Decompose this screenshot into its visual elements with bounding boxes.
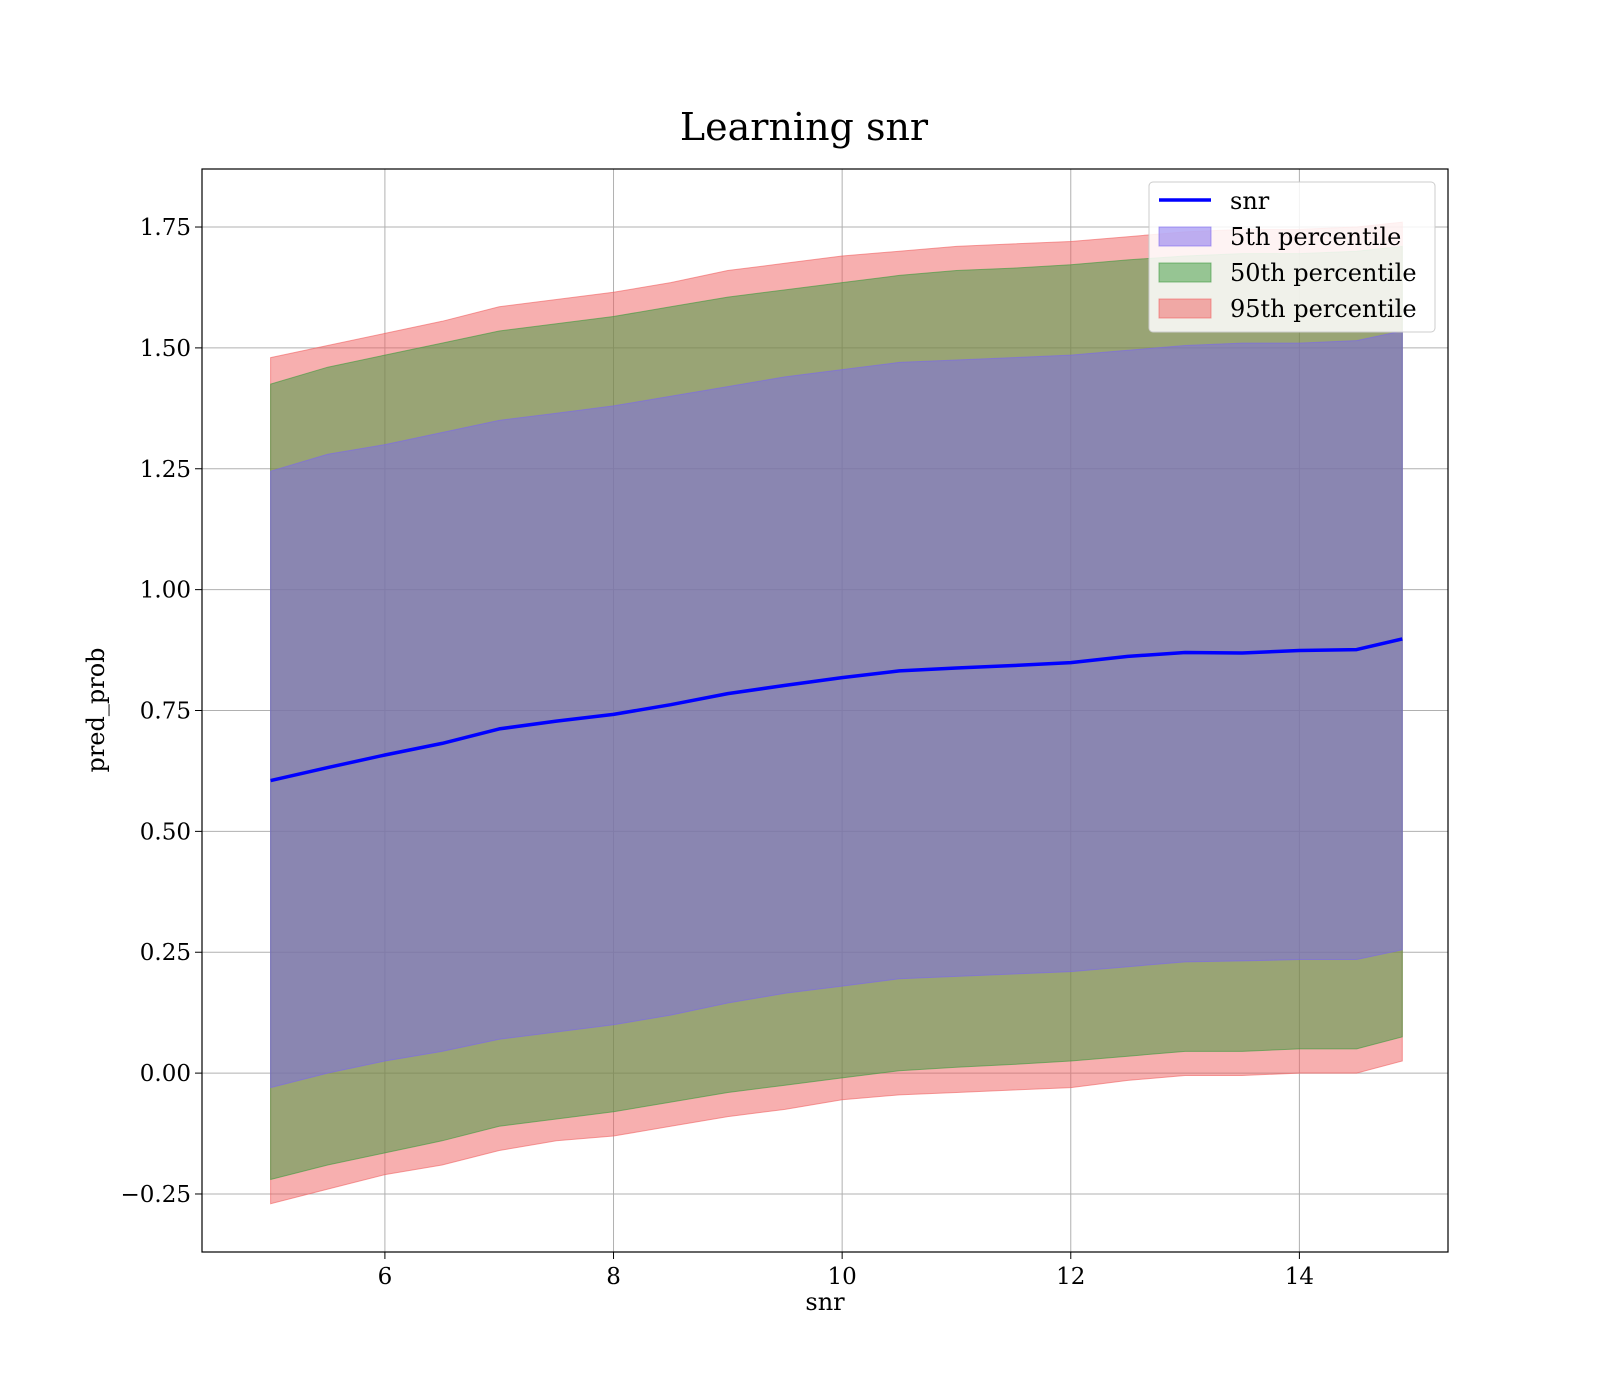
y-tick-label: 1.75 [140, 215, 191, 241]
percentile-bands [270, 221, 1403, 1205]
y-tick-label: 1.50 [140, 336, 191, 362]
legend-swatch-5th-percentile [1158, 226, 1212, 247]
y-tick-label: 0.50 [140, 819, 191, 845]
y-axis-ticks: −0.25 0.00 0.25 0.50 0.75 1.00 1.25 1.50 1.75 [121, 215, 202, 1208]
x-tick-label: 14 [1285, 1264, 1314, 1290]
x-tick-label: 6 [378, 1264, 393, 1290]
legend-swatch-50th-percentile [1158, 262, 1212, 283]
y-tick-label: 1.00 [140, 578, 191, 604]
legend-box [1148, 181, 1436, 333]
band-5th-percentile [270, 330, 1403, 1089]
x-tick-label: 8 [606, 1264, 621, 1290]
legend-label-95th-percentile: 95th percentile [1230, 295, 1417, 323]
legend-label-5th-percentile: 5th percentile [1230, 223, 1401, 251]
y-tick-label: 0.00 [140, 1061, 191, 1087]
y-tick-label: −0.25 [121, 1182, 191, 1208]
y-tick-label: 0.75 [140, 699, 191, 725]
y-axis-label: pred_prob [82, 647, 110, 772]
legend-label-snr: snr [1230, 187, 1270, 215]
x-axis-ticks: 6 8 10 12 14 [378, 1252, 1314, 1290]
y-tick-label: 1.25 [140, 457, 191, 483]
snr-line [270, 637, 1403, 783]
x-axis-label: snr [805, 1288, 845, 1316]
plot-area [201, 168, 1449, 1253]
x-tick-label: 12 [1056, 1264, 1085, 1290]
legend-label-50th-percentile: 50th percentile [1230, 259, 1417, 287]
legend: snr 5th percentile 50th percentile 95th … [1148, 181, 1436, 333]
legend-swatch-95th-percentile [1158, 298, 1212, 319]
x-tick-label: 10 [828, 1264, 857, 1290]
chart-title: Learning snr [680, 105, 929, 149]
y-tick-label: 0.25 [140, 940, 191, 966]
